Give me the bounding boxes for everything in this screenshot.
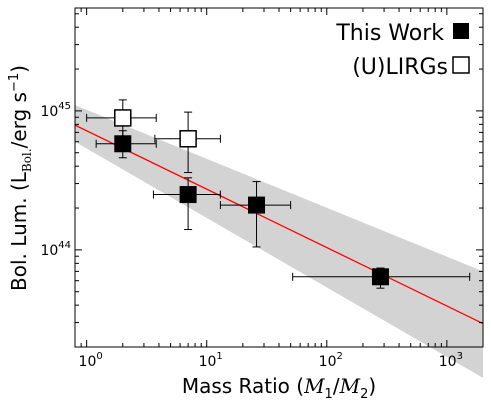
this-work-point bbox=[371, 268, 389, 286]
y-axis-label: Bol. Lum. (LBol./erg s−1) bbox=[7, 65, 34, 291]
y-tick-label: 1044 bbox=[40, 240, 71, 259]
x-tick-label: 101 bbox=[199, 351, 223, 370]
legend: This Work (U)LIRGs bbox=[335, 21, 470, 80]
this-work-point bbox=[179, 186, 197, 204]
axis-tick-labels: 100 101 102 103 1044 1045 bbox=[40, 101, 463, 370]
fit-line bbox=[74, 124, 484, 325]
y-tick-label: 1045 bbox=[40, 101, 71, 120]
ulirg-point bbox=[114, 109, 132, 127]
legend-marker-this-work bbox=[453, 23, 469, 39]
legend-marker-ulirgs bbox=[452, 56, 470, 74]
axis-ticks bbox=[74, 8, 484, 348]
x-tick-label: 102 bbox=[319, 351, 343, 370]
confidence-band bbox=[75, 105, 483, 378]
ulirg-point bbox=[179, 130, 197, 148]
svg-text:Bol. Lum. (LBol./erg s−1): Bol. Lum. (LBol./erg s−1) bbox=[7, 65, 34, 291]
legend-label-this-work: This Work bbox=[335, 21, 444, 46]
legend-label-ulirgs: (U)LIRGs bbox=[352, 55, 448, 80]
plot-area: 100 101 102 103 1044 1045 bbox=[40, 7, 484, 378]
data-markers bbox=[114, 109, 389, 286]
x-axis-label: Mass Ratio (M1/M2) bbox=[182, 374, 376, 402]
this-work-point bbox=[248, 196, 266, 214]
x-tick-label: 100 bbox=[79, 351, 103, 370]
this-work-point bbox=[114, 135, 132, 153]
x-tick-label: 103 bbox=[439, 351, 463, 370]
